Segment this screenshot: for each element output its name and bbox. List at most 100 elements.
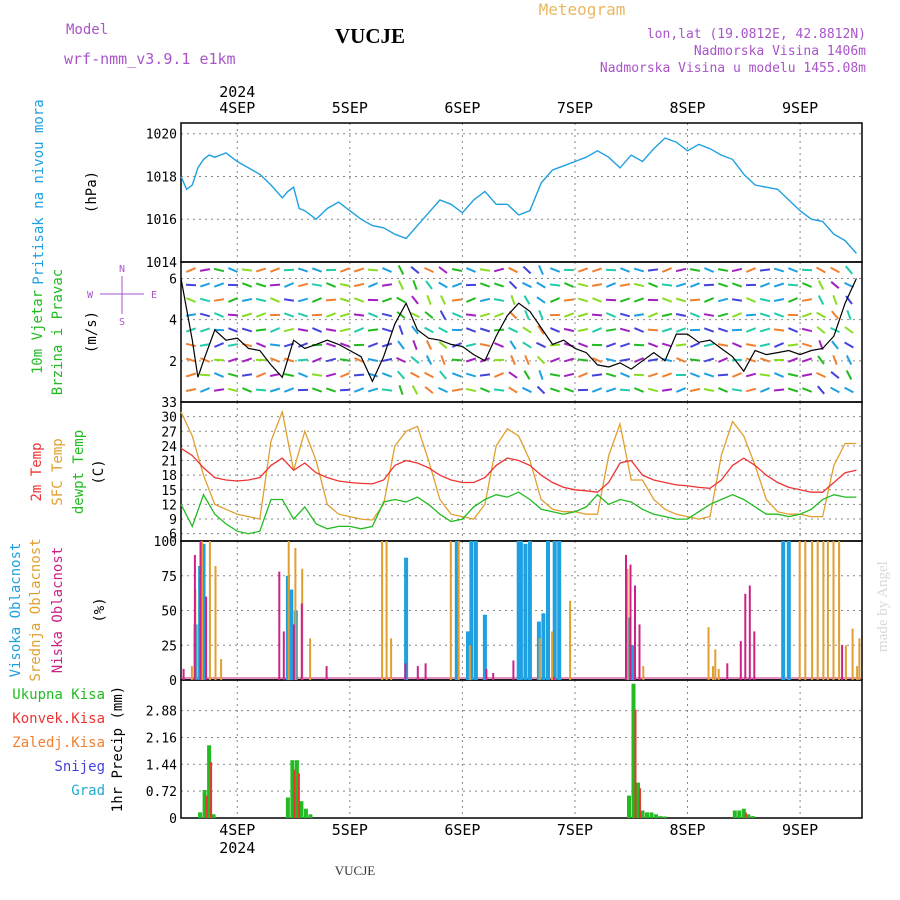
wind-arrow [759,297,771,303]
compass-e: E [151,290,157,301]
wind-arrow [801,357,813,363]
coords-label: lon,lat (19.0812E, 42.8812N) [647,27,866,42]
wind-arrow [522,341,532,349]
wind-arrow [522,386,532,394]
mid-cloud-bar [714,649,717,680]
wind-arrow [311,373,323,377]
low-cloud-bar [416,666,419,680]
wind-arrow [817,280,825,290]
wind-arrow [647,268,659,272]
wind-arrow [675,282,687,288]
y-tick-label: 15 [161,484,177,499]
wind-arrow [312,327,322,333]
total-precip-bar [737,810,742,818]
y-tick-label: 1.44 [146,758,177,773]
legend-zaledj-kisa: Zaledj.Kisa [12,735,105,751]
wind-arrow [619,327,631,333]
wind-arrow [439,295,447,305]
wind-arrow [577,342,589,348]
wind-arrow [185,342,197,348]
wind-arrow [717,312,729,318]
wind-arrow [479,343,491,347]
wind-arrow [325,328,337,332]
y-tick-label: 0 [169,812,177,827]
wind-arrow [269,343,281,347]
model-label: Model [66,22,108,38]
wind-arrow [412,279,418,291]
conv-precip-bar [205,795,208,818]
wind-arrow [283,357,295,363]
wind-arrow [661,372,673,378]
wind-arrow [424,371,434,379]
wind-arrow [703,283,715,287]
mid-cloud-bar [838,541,841,680]
wind-arrow [816,311,826,319]
conv-precip-bar [293,769,296,818]
total-precip-bar [741,808,746,818]
wind-arrow [508,266,518,274]
wind-arrow [381,372,393,378]
wind-arrow [844,265,854,275]
wind-arrow [255,297,267,303]
conv-precip-bar [639,788,641,818]
wind-arrow [339,267,351,273]
wind-arrow [690,342,700,348]
wind-arrow [830,371,840,379]
wind-arrow [424,266,434,274]
y-tick-label: 30 [161,411,177,426]
wind-arrow [479,373,491,377]
wind-arrow [648,282,658,288]
total-precip-bar [746,814,751,818]
y-tick-label: 9 [169,513,177,528]
wind-arrow [326,312,336,318]
wind-arrow [451,388,463,392]
low-cloud-bar [634,585,636,680]
mid-cloud-bar [538,638,541,680]
wind-arrow [844,326,854,334]
wind-arrow [538,369,544,381]
total-precip-bar [654,814,658,818]
wind-arrow [479,327,491,333]
mid-cloud-bar [201,541,203,680]
wind-arrow [214,372,224,378]
high-cloud-bar [552,541,557,680]
wind-arrow [690,312,700,318]
wind-arrow [326,282,336,288]
wind-arrow [199,327,211,333]
wind-arrow [465,327,477,333]
wind-arrow [773,312,785,318]
y-title-temp-unit: (C) [91,459,107,484]
wind-arrow [381,283,393,287]
total-precip-bar [294,760,299,818]
wind-arrow [397,280,405,290]
high-cloud-bar [631,645,636,681]
wind-arrow [508,326,518,334]
wind-arrow [592,357,602,363]
wind-arrow [675,267,687,273]
temp-2m-line [180,447,857,493]
wind-arrow [367,358,379,362]
wind-arrow [451,268,463,272]
wind-arrow [830,281,840,289]
high-cloud-bar [469,541,474,680]
total-precip-bar [207,745,212,818]
y-tick-label: 24 [161,440,177,455]
wind-arrow [269,267,281,273]
wind-arrow [241,327,253,333]
wind-arrow [283,327,295,333]
wind-arrow [831,340,839,350]
wind-arrow [745,313,757,317]
wind-arrow [368,282,378,288]
wind-arrow [788,327,798,333]
high-cloud-bar [781,541,786,680]
credit-watermark: made by Angel [875,561,891,652]
wind-arrow [367,342,379,348]
wind-arrow [619,342,631,348]
wind-arrow [425,340,433,350]
wind-arrow [353,297,365,303]
wind-arrow [367,268,379,272]
wind-arrow [241,312,253,318]
wind-arrow [675,297,687,303]
total-precip-bar [285,797,290,818]
wind-arrow [199,343,211,347]
